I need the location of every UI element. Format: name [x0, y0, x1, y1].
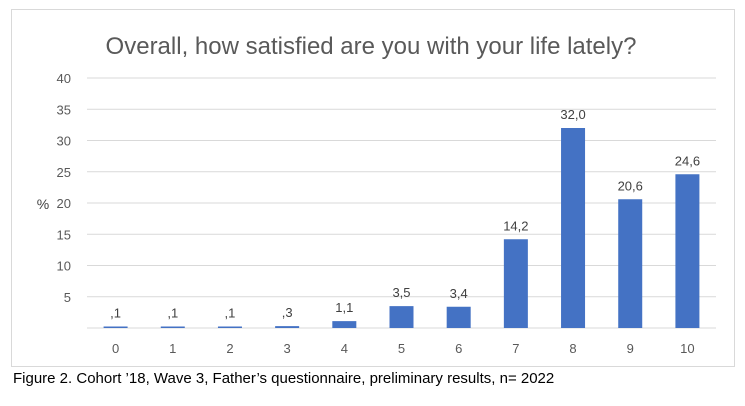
x-tick-labels: 0 1 2 3 4 5 6 7 8 9 10 — [112, 341, 695, 356]
bar — [561, 128, 586, 328]
bar — [275, 326, 300, 328]
x-tick-label: 7 — [512, 341, 519, 356]
bar — [618, 199, 643, 328]
bars — [103, 128, 700, 328]
y-tick-label: 15 — [57, 227, 71, 242]
bar — [332, 321, 357, 328]
bar — [160, 326, 185, 328]
y-tick-labels: 5 10 15 20 25 30 35 40 — [57, 71, 71, 305]
data-label: 14,2 — [503, 218, 528, 233]
data-label: 32,0 — [560, 107, 585, 122]
y-tick-label: 10 — [57, 259, 71, 274]
x-tick-label: 3 — [284, 341, 291, 356]
data-label: ,1 — [225, 306, 236, 321]
x-tick-label: 0 — [112, 341, 119, 356]
data-labels: ,1 ,1 ,1 ,3 1,1 3,5 3,4 14,2 32,0 20,6 24,6 — [110, 107, 700, 321]
data-label: ,3 — [282, 305, 293, 320]
bar — [446, 306, 471, 328]
data-label: 3,5 — [392, 285, 410, 300]
x-tick-label: 6 — [455, 341, 462, 356]
data-label: 3,4 — [450, 286, 468, 301]
x-tick-label: 9 — [627, 341, 634, 356]
y-tick-label: 5 — [64, 290, 71, 305]
bar — [675, 174, 700, 328]
data-label: ,1 — [110, 306, 121, 321]
x-tick-label: 5 — [398, 341, 405, 356]
chart-frame: Overall, how satisfied are you with your… — [11, 9, 735, 367]
y-tick-label: 25 — [57, 165, 71, 180]
bar — [503, 239, 528, 328]
x-tick-label: 8 — [569, 341, 576, 356]
bar — [217, 326, 242, 328]
x-tick-label: 1 — [169, 341, 176, 356]
x-tick-label: 4 — [341, 341, 348, 356]
y-axis-label: % — [37, 196, 49, 212]
bar-chart: Overall, how satisfied are you with your… — [37, 33, 716, 356]
y-tick-label: 40 — [57, 71, 71, 86]
chart-title: Overall, how satisfied are you with your… — [106, 33, 637, 60]
data-label: 20,6 — [618, 178, 643, 193]
figure-caption: Figure 2. Cohort ’18, Wave 3, Father’s q… — [13, 370, 555, 387]
data-label: 24,6 — [675, 153, 700, 168]
y-tick-label: 20 — [57, 196, 71, 211]
x-tick-label: 2 — [226, 341, 233, 356]
bar — [389, 306, 414, 328]
data-label: 1,1 — [335, 300, 353, 315]
x-tick-label: 10 — [680, 341, 694, 356]
y-tick-label: 35 — [57, 102, 71, 117]
data-label: ,1 — [167, 306, 178, 321]
y-tick-label: 30 — [57, 134, 71, 149]
bar — [103, 326, 128, 328]
